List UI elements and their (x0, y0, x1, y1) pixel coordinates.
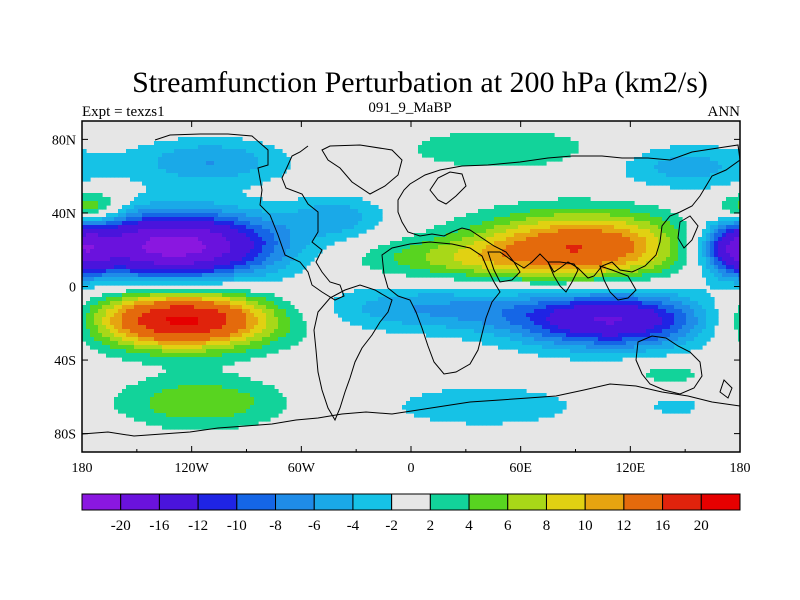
colorbar-label: 4 (465, 518, 473, 534)
experiment-label: Expt = texzs1 (82, 104, 165, 120)
colorbar-label: -12 (188, 518, 208, 534)
colorbar-swatch (313, 493, 354, 511)
colorbar-swatch (545, 493, 586, 511)
colorbar-label: -16 (149, 518, 169, 534)
colorbar-label: 2 (427, 518, 435, 534)
colorbar-swatch (236, 493, 277, 511)
x-tick-label: 120W (175, 461, 210, 476)
north-america-coast (154, 133, 345, 301)
x-tick-label: 120E (616, 461, 646, 476)
eurasia-coast (397, 144, 740, 279)
africa-coast (381, 241, 501, 375)
southeast-asia-coast (599, 265, 637, 301)
japan-coast (677, 215, 699, 249)
scandinavia-coast (429, 171, 467, 205)
india-coast (547, 261, 579, 293)
colorbar-swatch (623, 493, 664, 511)
plot-area: 180 120W 60W 0 60E 120E 180 80N 40N 0 40S 80S (52, 120, 751, 476)
x-tick-label: 180 (72, 461, 93, 476)
colorbar-swatch (584, 493, 625, 511)
colorbar-swatch (507, 493, 547, 511)
colorbar-label: -6 (308, 518, 321, 534)
colorbar-swatch (662, 493, 702, 511)
y-axis: 80N 40N 0 40S 80S (52, 133, 740, 443)
chart-title: Streamfunction Perturbation at 200 hPa (… (132, 66, 708, 99)
streamfunction-field (82, 133, 740, 430)
colorbar-label: -10 (227, 518, 247, 534)
colorbar-swatch (429, 493, 470, 511)
antarctica-coast (82, 383, 740, 437)
run-label: 091_9_MaBP (368, 100, 451, 116)
greenland-coast (321, 144, 403, 195)
australia-coast (635, 335, 703, 395)
colorbar-label: 6 (504, 518, 512, 534)
colorbar-label: -4 (347, 518, 360, 534)
colorbar-swatch (81, 493, 122, 511)
south-america-coast (313, 284, 393, 422)
colorbar-swatch (275, 493, 315, 511)
y-tick-label: 0 (69, 281, 76, 296)
x-tick-label: 180 (730, 461, 751, 476)
y-tick-label: 40S (54, 354, 76, 369)
y-tick-label: 80N (52, 133, 76, 148)
x-tick-label: 60W (288, 461, 316, 476)
colorbar-swatch (700, 493, 741, 511)
colorbar-swatch (391, 493, 431, 511)
colorbar-swatch (468, 493, 509, 511)
colorbar-label: 16 (655, 518, 671, 534)
colorbar-label: -8 (269, 518, 282, 534)
coastlines (82, 133, 740, 437)
colorbar-label: -2 (385, 518, 398, 534)
x-tick-label: 60E (509, 461, 532, 476)
colorbar-label: 8 (543, 518, 551, 534)
new-zealand-coast (719, 379, 733, 399)
colorbar: -20 -16 -12 -10 -8 -6 -4 -2 2 4 6 8 10 12 16 20 (81, 493, 741, 534)
arabia-coast (487, 251, 521, 283)
colorbar-swatch (120, 493, 160, 511)
colorbar-label: 12 (616, 518, 631, 534)
season-label: ANN (708, 104, 741, 120)
colorbar-swatch (197, 493, 238, 511)
colorbar-swatch (352, 493, 393, 511)
x-tick-label: 0 (408, 461, 415, 476)
colorbar-label: 10 (578, 518, 593, 534)
y-tick-label: 40N (52, 207, 76, 222)
x-axis: 180 120W 60W 0 60E 120E 180 (72, 121, 751, 476)
colorbar-swatch (158, 493, 199, 511)
y-tick-label: 80S (54, 428, 76, 443)
colorbar-label: -20 (111, 518, 131, 534)
colorbar-label: 20 (694, 518, 709, 534)
